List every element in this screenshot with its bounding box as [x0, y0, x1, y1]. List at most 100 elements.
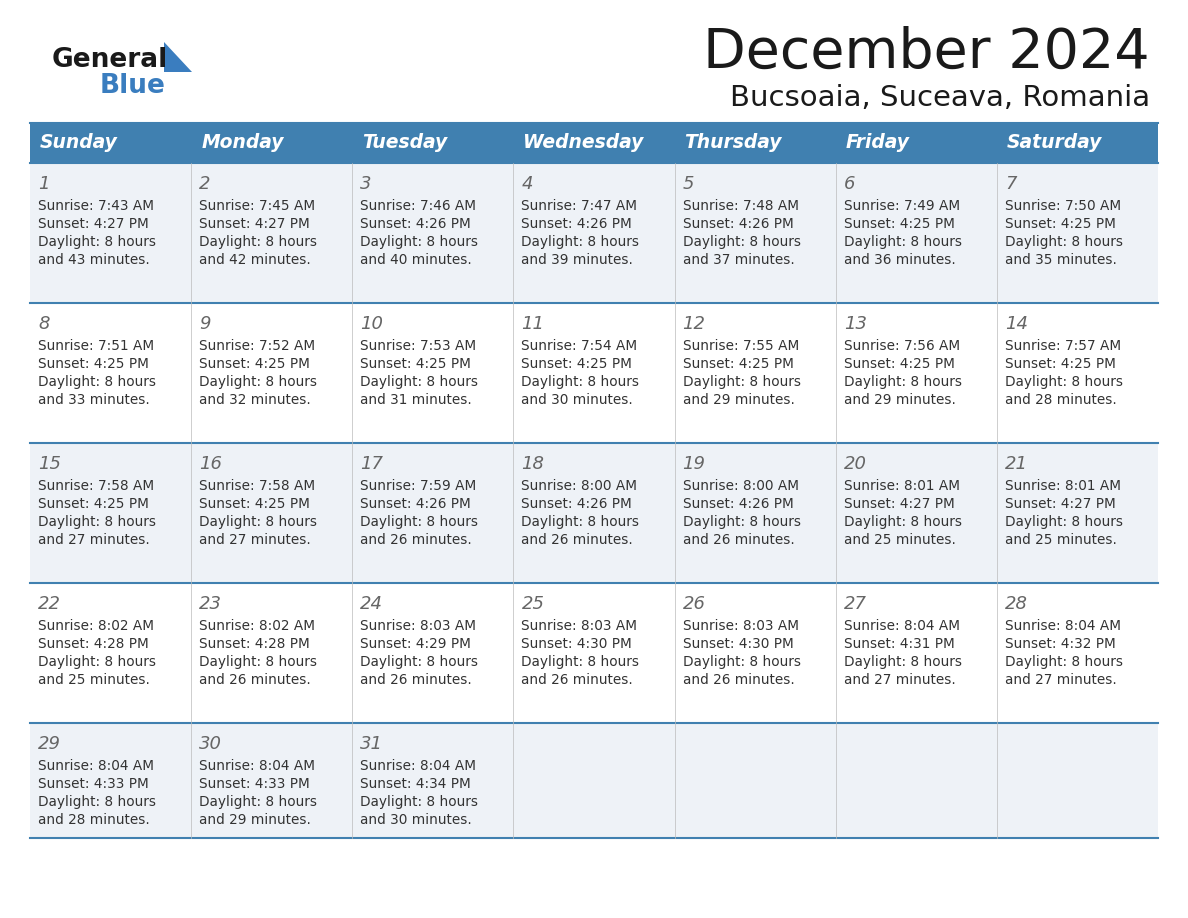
Text: Sunrise: 8:02 AM: Sunrise: 8:02 AM	[200, 619, 315, 633]
Text: Sunrise: 8:01 AM: Sunrise: 8:01 AM	[1005, 479, 1120, 493]
Text: 6: 6	[843, 175, 855, 193]
Text: Sunset: 4:25 PM: Sunset: 4:25 PM	[200, 357, 310, 371]
Text: 2: 2	[200, 175, 210, 193]
Text: Daylight: 8 hours: Daylight: 8 hours	[683, 655, 801, 669]
Text: 8: 8	[38, 315, 50, 333]
Text: Daylight: 8 hours: Daylight: 8 hours	[200, 235, 317, 249]
Text: 14: 14	[1005, 315, 1028, 333]
Bar	[30, 163, 1158, 303]
Text: Daylight: 8 hours: Daylight: 8 hours	[200, 655, 317, 669]
Text: Daylight: 8 hours: Daylight: 8 hours	[38, 235, 156, 249]
Text: Sunset: 4:26 PM: Sunset: 4:26 PM	[683, 217, 794, 231]
Text: 27: 27	[843, 595, 867, 613]
Text: and 25 minutes.: and 25 minutes.	[843, 533, 955, 547]
Text: Daylight: 8 hours: Daylight: 8 hours	[843, 655, 962, 669]
Text: 3: 3	[360, 175, 372, 193]
Text: 10: 10	[360, 315, 384, 333]
Text: Sunset: 4:26 PM: Sunset: 4:26 PM	[360, 497, 470, 511]
Text: 26: 26	[683, 595, 706, 613]
Text: Daylight: 8 hours: Daylight: 8 hours	[1005, 375, 1123, 389]
Text: Sunday: Sunday	[40, 133, 118, 152]
Text: 4: 4	[522, 175, 533, 193]
Text: Daylight: 8 hours: Daylight: 8 hours	[360, 375, 479, 389]
Text: Sunset: 4:28 PM: Sunset: 4:28 PM	[38, 637, 148, 651]
Text: Sunrise: 7:45 AM: Sunrise: 7:45 AM	[200, 199, 315, 213]
Text: and 28 minutes.: and 28 minutes.	[1005, 393, 1117, 407]
Text: and 29 minutes.: and 29 minutes.	[683, 393, 795, 407]
Text: Sunrise: 7:47 AM: Sunrise: 7:47 AM	[522, 199, 638, 213]
Text: 1: 1	[38, 175, 50, 193]
Bar	[30, 443, 1158, 583]
Text: and 27 minutes.: and 27 minutes.	[38, 533, 150, 547]
Text: Sunset: 4:30 PM: Sunset: 4:30 PM	[522, 637, 632, 651]
Text: Sunrise: 7:49 AM: Sunrise: 7:49 AM	[843, 199, 960, 213]
Text: and 26 minutes.: and 26 minutes.	[200, 673, 311, 687]
Text: Daylight: 8 hours: Daylight: 8 hours	[200, 515, 317, 529]
Text: Friday: Friday	[846, 133, 910, 152]
Text: Sunset: 4:27 PM: Sunset: 4:27 PM	[1005, 497, 1116, 511]
Text: Sunset: 4:25 PM: Sunset: 4:25 PM	[843, 357, 955, 371]
Text: and 26 minutes.: and 26 minutes.	[360, 533, 472, 547]
Text: and 27 minutes.: and 27 minutes.	[1005, 673, 1117, 687]
Text: and 27 minutes.: and 27 minutes.	[200, 533, 311, 547]
Text: Daylight: 8 hours: Daylight: 8 hours	[360, 235, 479, 249]
Text: Blue: Blue	[100, 73, 166, 99]
Text: and 40 minutes.: and 40 minutes.	[360, 253, 472, 267]
Text: Sunrise: 7:48 AM: Sunrise: 7:48 AM	[683, 199, 798, 213]
Text: Sunrise: 8:04 AM: Sunrise: 8:04 AM	[38, 759, 154, 773]
Text: Wednesday: Wednesday	[524, 133, 644, 152]
Text: Sunrise: 8:03 AM: Sunrise: 8:03 AM	[683, 619, 798, 633]
Text: 9: 9	[200, 315, 210, 333]
Text: Sunset: 4:26 PM: Sunset: 4:26 PM	[360, 217, 470, 231]
Text: Sunset: 4:32 PM: Sunset: 4:32 PM	[1005, 637, 1116, 651]
Text: Daylight: 8 hours: Daylight: 8 hours	[1005, 655, 1123, 669]
Text: Daylight: 8 hours: Daylight: 8 hours	[200, 795, 317, 809]
Text: 29: 29	[38, 735, 61, 753]
Text: Sunset: 4:31 PM: Sunset: 4:31 PM	[843, 637, 954, 651]
Text: and 39 minutes.: and 39 minutes.	[522, 253, 633, 267]
Text: and 28 minutes.: and 28 minutes.	[38, 813, 150, 827]
Text: Daylight: 8 hours: Daylight: 8 hours	[200, 375, 317, 389]
Bar	[675, 123, 835, 163]
Text: 16: 16	[200, 455, 222, 473]
Text: Bucsoaia, Suceava, Romania: Bucsoaia, Suceava, Romania	[729, 84, 1150, 112]
Text: Sunset: 4:25 PM: Sunset: 4:25 PM	[200, 497, 310, 511]
Text: Sunrise: 7:52 AM: Sunrise: 7:52 AM	[200, 339, 315, 353]
Text: and 26 minutes.: and 26 minutes.	[360, 673, 472, 687]
Text: Sunset: 4:25 PM: Sunset: 4:25 PM	[360, 357, 472, 371]
Bar	[30, 723, 1158, 838]
Text: Sunrise: 8:04 AM: Sunrise: 8:04 AM	[1005, 619, 1120, 633]
Text: and 42 minutes.: and 42 minutes.	[200, 253, 311, 267]
Text: Thursday: Thursday	[684, 133, 782, 152]
Text: Daylight: 8 hours: Daylight: 8 hours	[1005, 235, 1123, 249]
Polygon shape	[164, 42, 192, 72]
Bar	[513, 123, 675, 163]
Text: Sunrise: 8:03 AM: Sunrise: 8:03 AM	[360, 619, 476, 633]
Text: Sunset: 4:27 PM: Sunset: 4:27 PM	[200, 217, 310, 231]
Text: Sunset: 4:25 PM: Sunset: 4:25 PM	[1005, 217, 1116, 231]
Text: Daylight: 8 hours: Daylight: 8 hours	[38, 795, 156, 809]
Text: 19: 19	[683, 455, 706, 473]
Text: Sunrise: 8:04 AM: Sunrise: 8:04 AM	[360, 759, 476, 773]
Text: 24: 24	[360, 595, 384, 613]
Text: and 30 minutes.: and 30 minutes.	[522, 393, 633, 407]
Text: and 36 minutes.: and 36 minutes.	[843, 253, 955, 267]
Text: Sunset: 4:33 PM: Sunset: 4:33 PM	[38, 777, 148, 791]
Text: 25: 25	[522, 595, 544, 613]
Text: Sunrise: 7:54 AM: Sunrise: 7:54 AM	[522, 339, 638, 353]
Text: Daylight: 8 hours: Daylight: 8 hours	[522, 375, 639, 389]
Text: 5: 5	[683, 175, 694, 193]
Text: Sunrise: 7:56 AM: Sunrise: 7:56 AM	[843, 339, 960, 353]
Text: 13: 13	[843, 315, 867, 333]
Text: Daylight: 8 hours: Daylight: 8 hours	[843, 515, 962, 529]
Text: Sunset: 4:25 PM: Sunset: 4:25 PM	[522, 357, 632, 371]
Text: Sunrise: 8:04 AM: Sunrise: 8:04 AM	[200, 759, 315, 773]
Text: and 26 minutes.: and 26 minutes.	[522, 673, 633, 687]
Text: Daylight: 8 hours: Daylight: 8 hours	[683, 235, 801, 249]
Text: Daylight: 8 hours: Daylight: 8 hours	[360, 515, 479, 529]
Text: Sunrise: 7:55 AM: Sunrise: 7:55 AM	[683, 339, 798, 353]
Text: Sunset: 4:26 PM: Sunset: 4:26 PM	[522, 217, 632, 231]
Text: Daylight: 8 hours: Daylight: 8 hours	[522, 515, 639, 529]
Text: Sunset: 4:34 PM: Sunset: 4:34 PM	[360, 777, 470, 791]
Text: Sunset: 4:25 PM: Sunset: 4:25 PM	[38, 497, 148, 511]
